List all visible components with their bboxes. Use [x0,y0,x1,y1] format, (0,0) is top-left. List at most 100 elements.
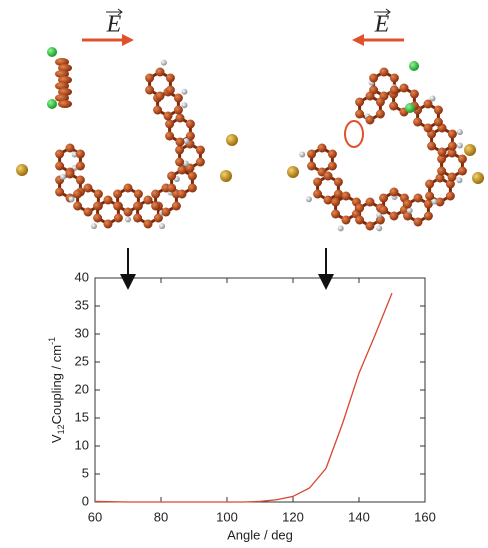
carbon-atom [172,202,181,211]
carbon-atom [458,167,467,176]
data-line [95,293,392,502]
carbon-atom [176,114,185,123]
carbon-atom [166,86,175,95]
carbon-atom [355,216,364,225]
carbon-atom [390,188,399,197]
carbon-atom [144,220,153,229]
carbon-atom [124,184,133,193]
y-tick-label: 15 [75,409,89,424]
hydrogen-atom [376,225,382,231]
x-tick-label: 160 [414,509,436,524]
carbon-atom [331,210,340,219]
carbon-atom [76,176,85,185]
carbon-atom [164,112,173,121]
hydrogen-atom [457,129,463,135]
carbon-atom [166,74,175,83]
molecules [16,47,484,231]
hydrogen-atom [125,216,131,222]
carbon-atom [55,188,64,197]
carbon-atom [124,208,133,217]
carbon-atom [424,100,433,109]
carbon-atom [366,116,375,125]
carbon-atom [93,202,102,211]
hydrogen-atom [457,143,463,149]
carbon-atom [355,98,364,107]
field-label: E [106,12,122,38]
carbon-atom [188,172,197,181]
y-label-sup: -1 [47,337,57,345]
carbon-atom [76,150,85,159]
carbon-atom [113,190,122,199]
carbon-atom [376,110,385,119]
y-tick-label: 25 [75,353,89,368]
sulfur-atom [226,134,238,146]
hydrogen-atom [338,225,344,231]
carbon-atom [196,158,205,167]
field-arrow-head [122,34,134,46]
y-tick-label: 35 [75,297,89,312]
carbon-atom [331,198,340,207]
y-label-sub: 12 [56,424,66,434]
carbon-atom [328,150,337,159]
x-tick-label: 100 [216,509,238,524]
carbon-atom [104,196,113,205]
carbon-atom [134,190,143,199]
y-tick-label: 5 [82,465,89,480]
carbon-atom [390,74,399,83]
hydrogen-atom [181,89,187,95]
carbon-atom [93,214,102,223]
carbon-atom [165,120,174,129]
carbon-atom [390,86,399,95]
carbon-atom [174,94,183,103]
y-label-main: V [49,434,64,443]
carbon-atom [175,158,184,167]
x-axis-label: Angle / deg [227,527,293,542]
plot-frame [95,278,425,502]
carbon-atom [448,173,457,182]
carbon-atom [369,74,378,83]
x-tick-label: 120 [282,509,304,524]
carbon-atom [162,208,171,217]
carbon-atom [156,92,165,101]
carbon-atom [318,144,327,153]
carbon-atom [167,172,176,181]
y-axis-label: V12Coupling / cm-1 [47,337,66,443]
chlorine-atom [409,61,419,71]
carbon-atom [424,212,433,221]
carbon-atom [342,192,351,201]
carbon-atom [355,204,364,213]
hydrogen-atom [69,196,75,202]
carbon-atom [175,146,184,155]
carbon-atom [84,208,93,217]
carbon-atom [133,202,142,211]
sulfur-atom [220,170,232,182]
carbon-atom [176,138,185,147]
carbon-atom [153,106,162,115]
carbon-atom [437,167,446,176]
carbon-atom [379,194,388,203]
carbon-atom [73,202,82,211]
carbon-atom [458,155,467,164]
hydrogen-atom [306,196,312,202]
carbon-atom [145,74,154,83]
carbon-atom [427,142,436,151]
sulfur-atom [16,164,28,176]
carbon-atom [188,184,197,193]
carbon-atom [434,106,443,115]
carbon-atom [151,202,160,211]
carbon-atom [400,84,409,93]
carbon-atom [366,222,375,231]
carbon-atom [410,90,419,99]
carbon-atom [55,150,64,159]
carbon-atom [448,130,457,139]
carbon-atom [145,86,154,95]
carbon-atom [389,102,398,111]
carbon-atom [307,162,316,171]
y-tick-label: 0 [82,493,89,508]
carbon-atom [94,190,103,199]
carbon-atom [151,190,160,199]
chlorine-atom [405,103,415,113]
chlorine-atom [47,47,57,57]
carbon-atom [434,118,443,127]
hydrogen-atom [60,174,66,180]
